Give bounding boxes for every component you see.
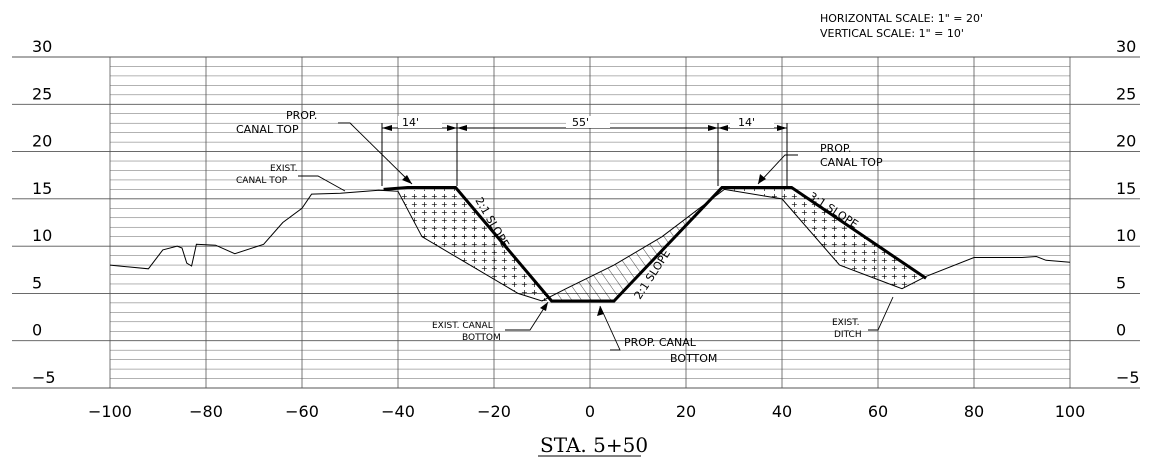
y-tick-label-right: 10 (1116, 226, 1136, 245)
label-prop-canal-bottom-1: PROP. CANAL (624, 336, 697, 349)
proposed-section-line (383, 186, 927, 303)
x-tick-label: 20 (676, 402, 696, 421)
x-tick-label: −60 (285, 402, 319, 421)
x-tick-label: 80 (964, 402, 984, 421)
y-tick-label-right: 15 (1116, 179, 1136, 198)
y-tick-label-right: 30 (1116, 37, 1136, 56)
station-title: STA. 5+50 (540, 433, 648, 457)
y-tick-label-left: 5 (32, 273, 42, 292)
y-tick-label-right: 0 (1116, 321, 1126, 340)
y-tick-label-left: 10 (32, 226, 52, 245)
y-tick-label-left: 20 (32, 132, 52, 151)
dim-right-berm: 14' (738, 116, 755, 129)
proposed-section-layer (383, 186, 927, 303)
label-exist-canal-top-1: EXIST. (270, 164, 298, 174)
y-tick-label-left: 30 (32, 37, 52, 56)
leader-arrowheads (402, 174, 766, 316)
x-tick-label: −20 (477, 402, 511, 421)
cut-fill-areas (398, 187, 926, 301)
y-tick-label-right: 5 (1116, 273, 1126, 292)
label-prop-canal-top-right-1: PROP. (820, 142, 851, 155)
vertical-scale-note: VERTICAL SCALE: 1" = 10' (820, 27, 964, 40)
y-tick-label-left: 25 (32, 84, 52, 103)
x-tick-label: 40 (772, 402, 792, 421)
x-tick-label: −100 (88, 402, 132, 421)
label-exist-canal-bottom-1: EXIST. CANAL (432, 321, 493, 331)
leader-lines (298, 122, 894, 351)
label-prop-canal-top-left-1: PROP. (286, 109, 317, 122)
label-exist-ditch-1: EXIST. (832, 318, 860, 328)
horizontal-scale-note: HORIZONTAL SCALE: 1" = 20' (820, 12, 983, 25)
dim-bottom-width: 55' (572, 116, 589, 129)
x-tick-label: −80 (189, 402, 223, 421)
label-exist-ditch-2: DITCH (834, 330, 862, 340)
x-tick-label: 60 (868, 402, 888, 421)
dim-left-berm: 14' (402, 116, 419, 129)
left-fill-area (398, 187, 552, 301)
dimension-arrows (382, 125, 787, 131)
y-tick-label-left: −5 (32, 368, 56, 387)
y-tick-label-left: 15 (32, 179, 52, 198)
label-exist-canal-top-2: CANAL TOP (236, 176, 288, 186)
cut-hatch-area (542, 187, 725, 301)
y-tick-label-right: 25 (1116, 84, 1136, 103)
x-axis-tick-labels: −100 −80 −60 −40 −20 0 20 40 60 80 100 (88, 402, 1085, 421)
right-fill-area (724, 187, 926, 289)
label-exist-canal-bottom-2: BOTTOM (462, 333, 501, 343)
y-tick-label-right: −5 (1116, 368, 1140, 387)
label-prop-canal-top-right-2: CANAL TOP (820, 156, 883, 169)
existing-ground-line (109, 188, 1071, 302)
y-tick-label-left: 0 (32, 321, 42, 340)
y-axis-tick-labels: 30 30 25 25 20 20 15 15 10 10 5 5 0 0 −5 −5 (32, 37, 1140, 387)
x-tick-label: −40 (381, 402, 415, 421)
y-tick-label-right: 20 (1116, 132, 1136, 151)
grid (12, 56, 1140, 389)
existing-ground-layer (109, 188, 1071, 302)
label-prop-canal-bottom-2: BOTTOM (670, 352, 717, 365)
x-tick-label: 100 (1055, 402, 1086, 421)
label-prop-canal-top-left-2: CANAL TOP (236, 123, 299, 136)
x-tick-label: 0 (585, 402, 595, 421)
